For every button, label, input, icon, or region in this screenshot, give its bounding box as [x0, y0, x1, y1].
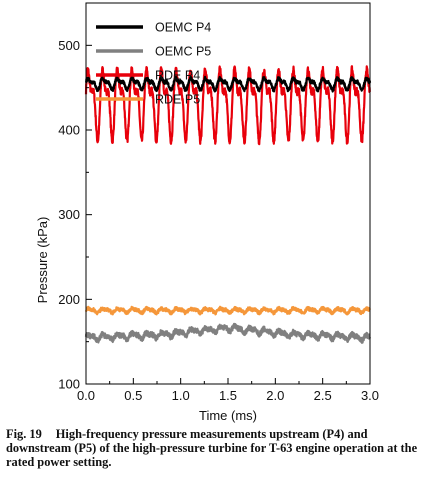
legend-label: OEMC P5	[155, 45, 211, 59]
caption-text: High-frequency pressure measurements ups…	[6, 427, 418, 469]
x-tick-label: 1.5	[219, 388, 237, 403]
series-line	[84, 75, 372, 93]
x-tick-label: 1.0	[172, 388, 190, 403]
x-tick-label: 0.0	[77, 388, 95, 403]
y-tick-label: 500	[58, 38, 80, 53]
plot-frame	[85, 2, 371, 385]
y-tick-label: 400	[58, 123, 80, 138]
series-line	[84, 65, 371, 146]
series-layer	[84, 65, 372, 344]
x-tick-label: 2.0	[266, 388, 284, 403]
y-axis-title: Pressure (kPa)	[35, 217, 50, 304]
figure-number: Fig. 19	[6, 427, 42, 441]
x-axis-title: Time (ms)	[199, 408, 257, 423]
legend-label: RDE P5	[155, 93, 200, 107]
series-line	[84, 305, 372, 316]
series-line	[84, 322, 371, 344]
legend: OEMC P4 OEMC P5 RDE P4 RDE P5	[96, 21, 211, 107]
y-tick-label: 100	[58, 377, 80, 392]
chart: 0.0 0.5 1.0 1.5 2.0 2.5 3.0 100 200 300 400 500 OEM…	[35, 2, 379, 423]
legend-label: RDE P4	[155, 69, 200, 83]
y-tick-label: 200	[58, 292, 80, 307]
legend-label: OEMC P4	[155, 21, 211, 35]
x-tick-label: 0.5	[124, 388, 142, 403]
figure-caption: Fig. 19 High-frequency pressure measureme…	[6, 427, 418, 469]
axis-layer: 0.0 0.5 1.0 1.5 2.0 2.5 3.0 100 200 300 400 500	[58, 38, 379, 403]
x-tick-label: 3.0	[361, 388, 379, 403]
y-tick-label: 300	[58, 207, 80, 222]
x-tick-label: 2.5	[314, 388, 332, 403]
